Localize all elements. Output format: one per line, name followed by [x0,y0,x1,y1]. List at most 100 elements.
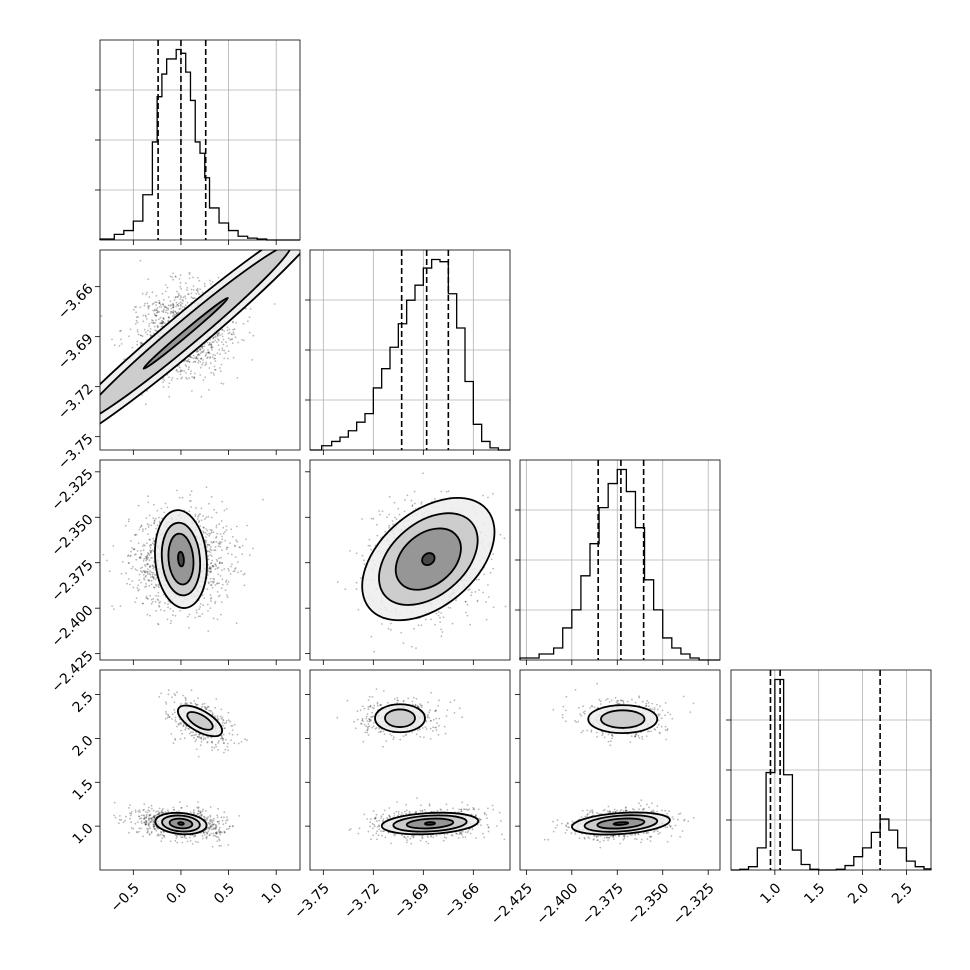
scatter-point [112,545,115,547]
scatter-point [193,377,195,380]
scatter-point [217,334,220,336]
scatter-point [194,835,197,837]
scatter-point [150,524,153,527]
scatter-point [185,365,188,368]
scatter-point [197,276,199,279]
scatter-point [151,817,154,819]
scatter-point [136,550,139,552]
scatter-point [160,325,163,328]
scatter-point [124,524,127,527]
scatter-point [150,550,153,552]
scatter-point [208,342,211,344]
scatter-point [136,330,139,333]
scatter-point [127,807,130,809]
scatter-point [214,563,217,566]
scatter-point [221,333,224,335]
scatter-point [489,571,492,574]
scatter-point [146,571,149,574]
scatter-point [196,358,199,360]
scatter-point [176,312,178,315]
scatter-point [184,295,187,297]
scatter-point [141,571,144,574]
scatter-point [197,812,199,815]
scatter-point [485,618,488,621]
scatter-point [188,361,191,363]
scatter-point [212,565,214,568]
scatter-point [146,523,149,525]
scatter-point [152,302,155,305]
scatter-point [172,610,175,612]
contour-level-1 [160,521,202,597]
scatter-point [218,562,221,565]
scatter-point [209,352,211,355]
scatter-point [149,813,152,816]
scatter-point [234,567,237,569]
scatter-point [179,274,182,276]
scatter-point [161,837,163,840]
scatter-point [200,357,203,360]
scatter-point [208,502,210,505]
scatter-point [216,334,219,336]
scatter-point [217,542,220,545]
scatter-point [152,819,155,821]
scatter-point [398,513,401,516]
scatter-point [208,367,211,369]
scatter-point [158,318,160,321]
scatter-point [152,576,155,579]
scatter-point [129,555,132,558]
scatter-point [219,575,222,577]
scatter-point [146,597,149,600]
scatter-point [235,525,238,528]
scatter-point [211,559,214,562]
scatter-point [150,817,153,820]
scatter-point [162,386,165,388]
scatter-point [215,558,218,561]
scatter-point [190,356,192,359]
scatter-point [163,834,165,837]
scatter-point [147,305,150,307]
scatter-point [223,831,226,834]
hist-panel-p0 [95,39,301,241]
scatter-point [218,832,221,834]
scatter-point [226,357,229,360]
scatter-point [139,259,142,262]
scatter-point [372,517,375,520]
scatter-point [185,376,188,379]
scatter-point [137,589,140,592]
scatter-point [211,845,214,848]
scatter-point [187,293,190,295]
scatter-point [200,395,203,398]
scatter-point [243,572,246,575]
scatter-point [149,330,152,333]
scatter-point [146,554,149,557]
scatter-point [161,322,164,325]
scatter-point [192,297,195,300]
scatter-point [205,831,208,834]
scatter-point [137,584,140,587]
scatter-point [191,376,194,378]
scatter-point [148,579,150,582]
scatter-point [212,582,215,584]
scatter-point [136,587,139,589]
scatter-point [139,556,142,559]
scatter-point [224,822,227,824]
scatter-point [437,614,440,617]
scatter-point [179,834,182,837]
scatter-point [197,801,199,803]
scatter-point [210,820,213,823]
scatter-point [151,303,154,306]
scatter-point [485,601,487,603]
scatter-point [210,541,213,543]
scatter-point [170,379,173,381]
scatter-point [213,374,216,376]
scatter-point [392,523,394,526]
scatter-point [167,603,169,606]
scatter-point [172,311,175,313]
scatter-point [223,816,225,819]
scatter-point [145,570,147,573]
scatter-point [215,565,218,567]
scatter-point [204,376,207,379]
scatter-point [172,304,175,306]
scatter-point [149,334,152,336]
scatter-point [199,361,202,363]
